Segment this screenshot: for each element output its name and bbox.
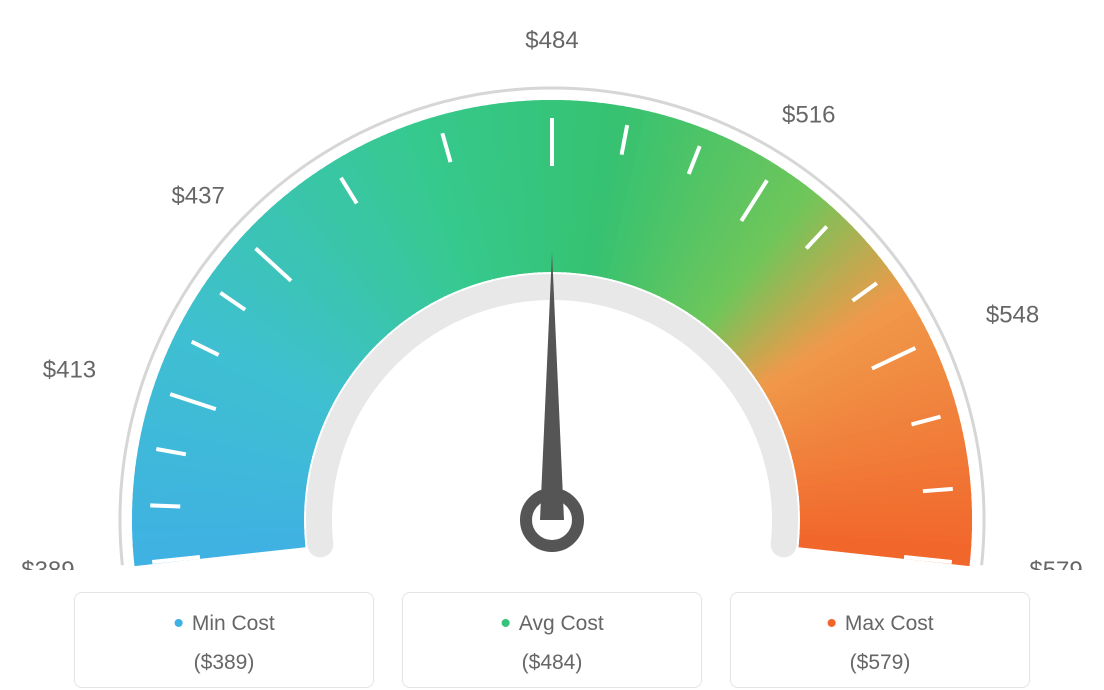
legend-dot-icon: • xyxy=(500,607,511,640)
legend-dot-icon: • xyxy=(826,607,837,640)
legend-title-avg: •Avg Cost xyxy=(403,607,701,641)
legend-value-avg: ($484) xyxy=(403,651,701,675)
legend-dot-icon: • xyxy=(173,607,184,640)
legend-value-max: ($579) xyxy=(731,651,1029,675)
legend-card-avg: •Avg Cost ($484) xyxy=(402,592,702,688)
legend-title-max: •Max Cost xyxy=(731,607,1029,641)
gauge-tick-label: $579 xyxy=(1029,557,1082,570)
legend-value-min: ($389) xyxy=(75,651,373,675)
gauge-svg: $389 $413 $437 $484 $516 $548 $579 xyxy=(0,0,1104,570)
cost-gauge: $389 $413 $437 $484 $516 $548 $579 xyxy=(0,0,1104,570)
gauge-tick-label: $437 xyxy=(171,183,224,210)
legend-card-max: •Max Cost ($579) xyxy=(730,592,1030,688)
gauge-tick-label: $413 xyxy=(43,357,96,384)
gauge-tick-label: $484 xyxy=(525,27,578,54)
gauge-tick-label: $548 xyxy=(986,302,1039,329)
gauge-tick-label: $389 xyxy=(21,557,74,570)
legend-row: •Min Cost ($389) •Avg Cost ($484) •Max Cost (… xyxy=(0,592,1104,688)
gauge-tick-label: $516 xyxy=(782,101,835,128)
legend-card-min: •Min Cost ($389) xyxy=(74,592,374,688)
legend-title-min: •Min Cost xyxy=(75,607,373,641)
